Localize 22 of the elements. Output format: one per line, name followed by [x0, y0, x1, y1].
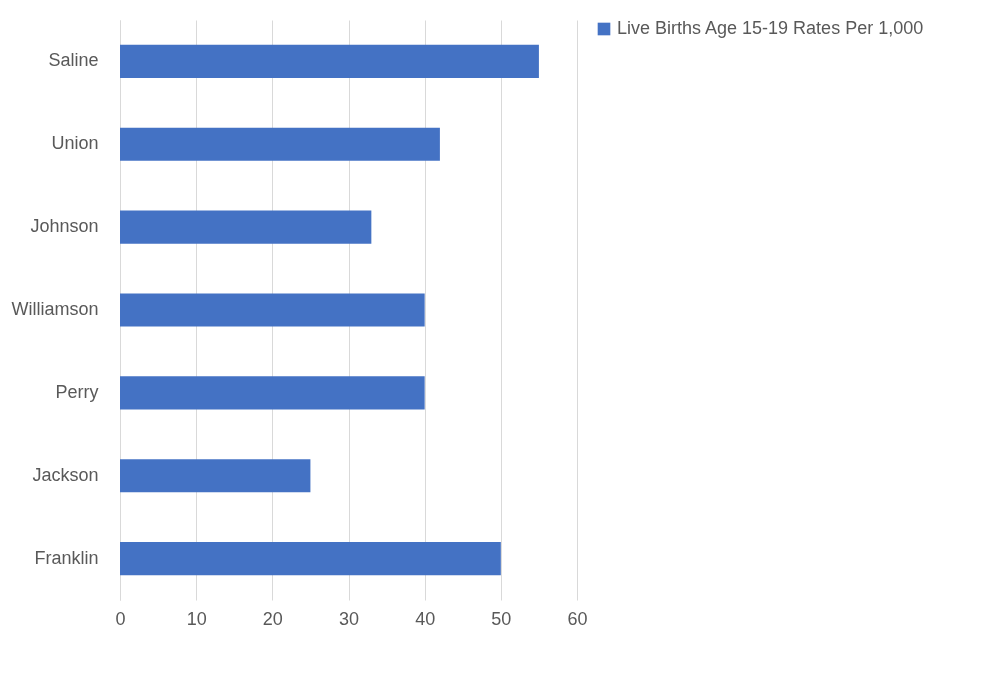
y-tick-label: Williamson: [11, 299, 99, 319]
y-tick-label: Johnson: [30, 216, 99, 237]
legend-label: Live Births Age 15-19 Rates Per 1,000: [617, 18, 924, 38]
y-tick-label: Perry: [55, 381, 99, 402]
bar: [120, 293, 425, 327]
x-tick-label: 50: [491, 608, 512, 629]
y-tick-label: Saline: [48, 50, 99, 71]
x-tick-label: 30: [338, 608, 360, 629]
x-tick-label: 0: [115, 608, 126, 629]
x-tick-label: 60: [567, 608, 588, 629]
bar: [120, 44, 539, 78]
x-tick-label: 40: [415, 608, 436, 629]
bar: [120, 210, 372, 244]
bar: [120, 542, 501, 576]
x-tick-label: 20: [262, 608, 283, 629]
bar: [120, 459, 311, 493]
bar: [120, 376, 425, 410]
y-tick-label: Jackson: [32, 464, 99, 485]
y-tick-label: Franklin: [34, 547, 99, 568]
x-tick-label: 10: [186, 608, 207, 629]
y-tick-label: Union: [51, 133, 99, 154]
bar: [120, 127, 440, 161]
